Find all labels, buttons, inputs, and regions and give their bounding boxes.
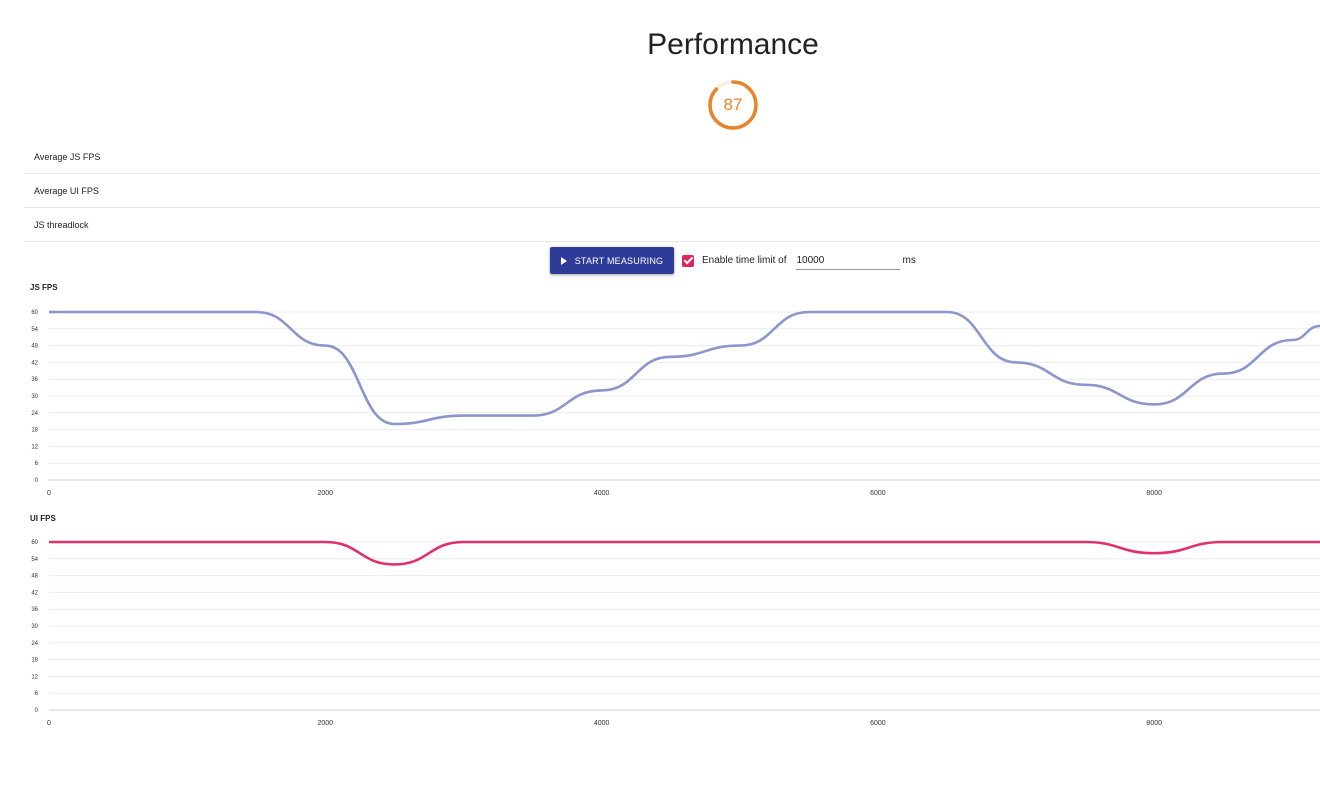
ui-fps-y-tick-label: 6: [35, 691, 39, 697]
metric-average-js-fps: Average JS FPS: [24, 140, 1320, 174]
ui-fps-x-tick-label: 8000: [1146, 720, 1162, 727]
page-title: Performance: [647, 28, 819, 61]
js-fps-series-line: [48, 310, 1320, 426]
time-unit-label: ms: [902, 255, 916, 266]
ui-fps-y-tick-label: 12: [31, 674, 38, 680]
ui-fps-x-tick-label: 0: [47, 720, 51, 727]
js-fps-x-tick-label: 4000: [594, 490, 610, 497]
metric-label: Average UI FPS: [34, 185, 99, 196]
metric-label: JS threadlock: [34, 219, 89, 230]
js-fps-x-tick-label: 0: [47, 490, 51, 497]
start-button-label: START MEASURING: [574, 255, 664, 266]
ui-fps-y-tick-label: 42: [31, 590, 38, 596]
ui-fps-x-tick-label: 4000: [594, 720, 610, 727]
ui-fps-y-tick-label: 60: [31, 540, 38, 546]
js-fps-y-tick-label: 54: [31, 327, 38, 333]
metric-js-threadlock: JS threadlock: [24, 208, 1320, 242]
time-limit-checkbox[interactable]: [682, 254, 694, 267]
js-fps-y-tick-label: 18: [31, 428, 38, 434]
js-fps-y-tick-label: 60: [31, 310, 38, 316]
js-fps-y-tick-label: 0: [35, 478, 39, 484]
ui-fps-chart: 0 6 12 18 24 30 36 42 48 54 60 0 2000 4000 6000 8000: [31, 540, 1320, 727]
start-measuring-button[interactable]: START MEASURING: [550, 247, 674, 274]
js-fps-chart: 0 6 12 18 24 30 36 42 48 54 60 0 2000 4000 6000 8000: [31, 310, 1320, 497]
js-fps-chart-title: JS FPS: [30, 283, 58, 292]
time-limit-label: Enable time limit of: [702, 255, 787, 266]
metric-label: Average JS FPS: [34, 151, 101, 162]
js-fps-y-tick-label: 30: [31, 394, 38, 400]
js-fps-y-tick-label: 24: [31, 411, 38, 417]
check-icon: [683, 254, 693, 265]
ui-fps-y-tick-label: 0: [35, 708, 39, 714]
ui-fps-series-line: [48, 540, 1320, 566]
ui-fps-y-tick-label: 30: [31, 624, 38, 630]
ui-fps-x-tick-label: 6000: [870, 720, 886, 727]
play-icon: [560, 256, 567, 265]
js-fps-x-tick-label: 6000: [870, 490, 886, 497]
js-fps-y-tick-label: 42: [31, 360, 38, 366]
js-fps-y-tick-label: 48: [31, 344, 38, 350]
js-fps-x-tick-label: 8000: [1146, 490, 1162, 497]
score-ring-icon: [708, 80, 758, 130]
ui-fps-y-tick-label: 24: [31, 641, 38, 647]
ui-fps-y-tick-label: 48: [31, 574, 38, 580]
js-fps-y-tick-label: 36: [31, 377, 38, 383]
js-fps-y-tick-label: 12: [31, 444, 38, 450]
time-limit-input[interactable]: [796, 251, 901, 270]
ui-fps-y-tick-label: 18: [31, 658, 38, 664]
js-fps-x-tick-label: 2000: [318, 490, 334, 497]
js-fps-y-tick-label: 6: [35, 461, 39, 467]
ui-fps-y-tick-label: 36: [31, 607, 38, 613]
performance-score-gauge: 87: [706, 78, 760, 132]
score-value: 87: [723, 95, 743, 114]
ui-fps-y-tick-label: 54: [31, 557, 38, 563]
ui-fps-x-tick-label: 2000: [318, 720, 334, 727]
ui-fps-chart-title: UI FPS: [30, 514, 56, 523]
metric-average-ui-fps: Average UI FPS: [24, 174, 1320, 208]
measurement-controls: START MEASURING Enable time limit of ms: [550, 247, 916, 274]
metrics-list: Average JS FPS Average UI FPS JS threadl…: [24, 140, 1320, 242]
